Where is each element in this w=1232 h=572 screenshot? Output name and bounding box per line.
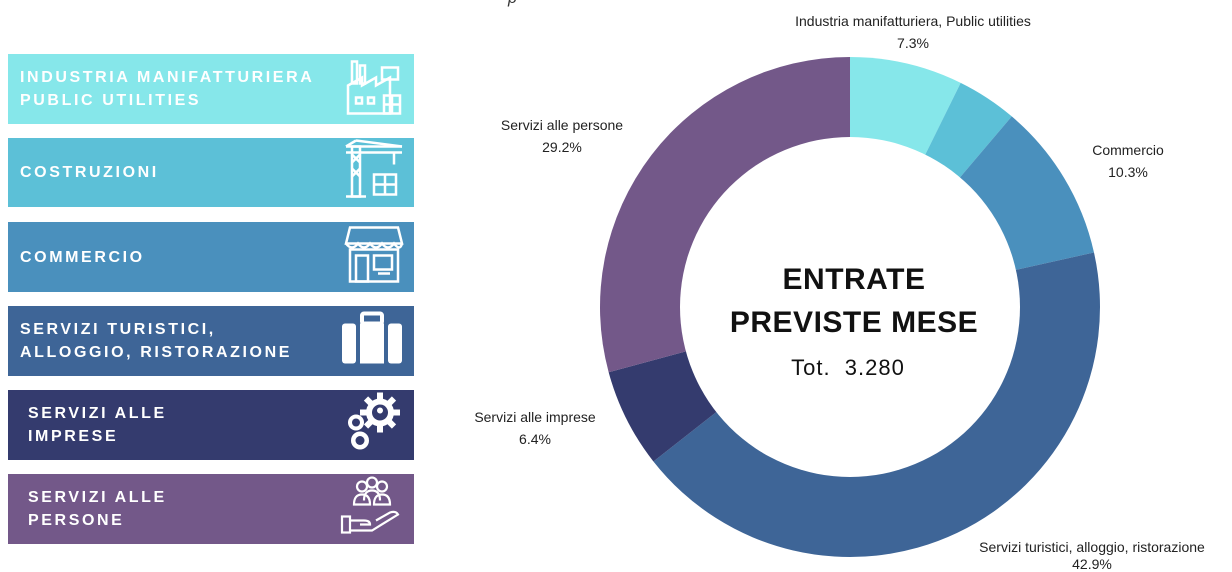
category-servizi-imprese-line2: IMPRESE bbox=[28, 428, 119, 445]
slice-value-servizi-imprese: 6.4% bbox=[519, 431, 551, 447]
category-servizi-turistici-line1: SERVIZI TURISTICI, bbox=[20, 321, 216, 338]
top-text-fragment: p bbox=[508, 0, 517, 8]
category-servizi-persone-line1: SERVIZI ALLE bbox=[28, 489, 167, 506]
category-industria-line2: PUBLIC UTILITIES bbox=[20, 92, 202, 109]
slice-value-industria: 7.3% bbox=[897, 35, 929, 51]
category-servizi-persone-line2: PERSONE bbox=[28, 512, 125, 529]
crane-icon bbox=[344, 138, 404, 207]
shop-icon bbox=[344, 224, 404, 291]
category-servizi-imprese: SERVIZI ALLE IMPRESE bbox=[8, 390, 414, 460]
slice-value-servizi-persone: 29.2% bbox=[542, 139, 582, 155]
slice-label-commercio: Commercio bbox=[1092, 142, 1164, 158]
category-commercio: COMMERCIO bbox=[8, 222, 414, 292]
factory-icon bbox=[346, 56, 404, 123]
category-costruzioni-line1: COSTRUZIONI bbox=[20, 164, 159, 181]
slice-value-servizi-turistici: 42.9% bbox=[1072, 556, 1112, 572]
slice-label-servizi-imprese: Servizi alle imprese bbox=[474, 409, 596, 425]
people-hand-icon bbox=[340, 476, 402, 542]
center-title-line1: ENTRATE bbox=[783, 263, 926, 296]
center-subtitle: Tot. 3.280 bbox=[791, 355, 905, 380]
category-commercio-line1: COMMERCIO bbox=[20, 248, 145, 266]
category-costruzioni: COSTRUZIONI bbox=[8, 138, 414, 207]
category-industria-line1: INDUSTRIA MANIFATTURIERA bbox=[20, 69, 315, 86]
category-servizi-imprese-line1: SERVIZI ALLE bbox=[28, 405, 167, 422]
category-industria: INDUSTRIA MANIFATTURIERA PUBLIC UTILITIES bbox=[8, 54, 414, 124]
slice-label-servizi-persone: Servizi alle persone bbox=[501, 117, 623, 133]
donut-hole bbox=[680, 137, 1020, 477]
category-servizi-turistici-line2: ALLOGGIO, RISTORAZIONE bbox=[20, 344, 293, 361]
slice-label-servizi-turistici: Servizi turistici, alloggio, ristorazion… bbox=[979, 539, 1205, 555]
category-servizi-persone: SERVIZI ALLE PERSONE bbox=[8, 474, 414, 544]
category-servizi-turistici: SERVIZI TURISTICI, ALLOGGIO, RISTORAZIONE bbox=[8, 306, 414, 376]
center-title-line2: PREVISTE MESE bbox=[730, 306, 978, 339]
suitcase-icon bbox=[340, 310, 404, 373]
slice-label-industria: Industria manifatturiera, Public utiliti… bbox=[795, 13, 1031, 29]
gears-icon bbox=[342, 391, 402, 460]
slice-value-commercio: 10.3% bbox=[1108, 164, 1148, 180]
